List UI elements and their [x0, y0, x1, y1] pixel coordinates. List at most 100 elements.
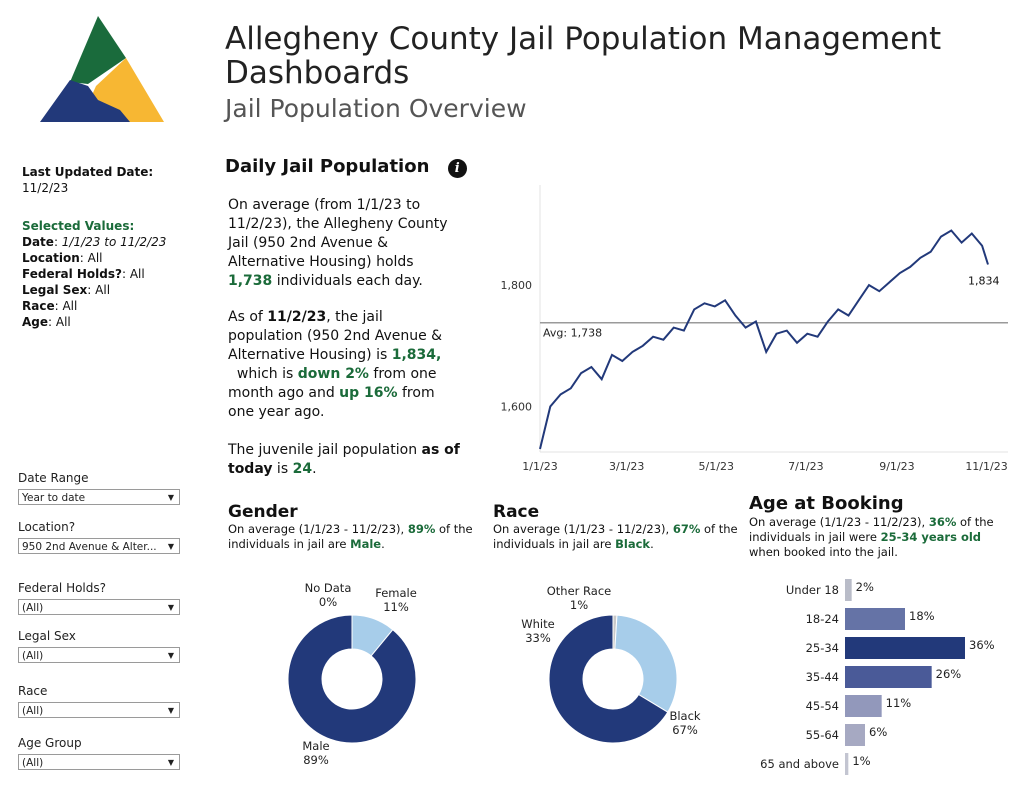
age-category-label: 35-44 [806, 670, 839, 684]
race-select[interactable]: (All) ▼ [18, 702, 180, 718]
age-bar-chart: Under 18 2% 18-24 18% 25-34 36% 35-44 26% 45-54 1… [760, 579, 995, 775]
filter-location: Location? 950 2nd Avenue & Alter... ▼ [18, 520, 180, 554]
current-value: 1,834, [391, 347, 442, 363]
age-category-label: 55-64 [806, 728, 839, 742]
race-donut-chart: Other Race 1% White 33% Black 67% [521, 584, 701, 744]
select-value: Year to date [22, 492, 86, 504]
page-title: Allegheny County Jail Population Managem… [225, 21, 942, 91]
y-tick-label: 1,800 [501, 279, 533, 292]
federal-holds-select[interactable]: (All) ▼ [18, 599, 180, 615]
filter-label: Date Range [18, 471, 89, 485]
text: On average (1/1/23 - 11/2/23), [493, 522, 673, 536]
location-value: All [87, 251, 103, 265]
age-description: On average (1/1/23 - 11/2/23), 36% of th… [749, 515, 999, 560]
location-select[interactable]: 950 2nd Avenue & Alter... ▼ [18, 538, 180, 554]
text: , the jail population (950 2nd Avenue & … [228, 309, 443, 363]
age-category-label: 45-54 [806, 699, 839, 713]
age-bar[interactable] [845, 753, 849, 775]
select-value: (All) [22, 705, 44, 717]
race-value: Black [615, 537, 651, 551]
text: . [312, 461, 317, 477]
text: of the individuals in jail are [493, 522, 738, 551]
age-category-label: 25-34 [806, 641, 839, 655]
x-tick-label: 3/1/23 [609, 460, 644, 473]
donut-slice-white[interactable] [614, 614, 678, 713]
age-bar[interactable] [845, 724, 865, 746]
text: of the individuals in jail were [749, 515, 994, 544]
page-subtitle: Jail Population Overview [225, 94, 527, 123]
filter-label: Age Group [18, 736, 82, 750]
age-bar[interactable] [845, 637, 965, 659]
age-bar[interactable] [845, 608, 905, 630]
info-icon[interactable]: i [447, 159, 467, 178]
text: On average (1/1/23 - 11/2/23), [749, 515, 929, 529]
x-tick-label: 9/1/23 [879, 460, 914, 473]
male-pct: 89% [303, 753, 329, 767]
age-bar[interactable] [845, 666, 932, 688]
as-of-date: 11/2/23 [267, 309, 327, 325]
other-race-pct: 1% [570, 598, 588, 612]
juvenile-value: 24 [292, 461, 313, 477]
daily-paragraph-2: As of 11/2/23, the jail population (950 … [228, 308, 460, 422]
x-tick-label: 11/1/23 [965, 460, 1007, 473]
date-range-select[interactable]: Year to date ▼ [18, 489, 180, 505]
dropdown-arrow-icon: ▼ [167, 706, 174, 715]
daily-paragraph-1: On average (from 1/1/23 to 11/2/23), the… [228, 196, 460, 291]
text: . [650, 537, 654, 551]
text: . [381, 537, 385, 551]
filter-label: Location? [18, 520, 76, 534]
x-tick-label: 5/1/23 [699, 460, 734, 473]
legal-sex-select[interactable]: (All) ▼ [18, 647, 180, 663]
date-value: 1/1/23 to 11/2/23 [61, 235, 167, 249]
gender-pct: 89% [407, 522, 436, 536]
text: individuals each day. [272, 273, 423, 289]
age-category-label: Under 18 [786, 583, 839, 597]
sex-label: Legal Sex [22, 283, 88, 297]
age-bar[interactable] [845, 695, 882, 717]
selected-values-label: Selected Values: [22, 219, 135, 233]
black-pct: 67% [672, 723, 698, 737]
gender-donut-chart: No Data 0% Female 11% Male 89% [287, 581, 417, 767]
daily-paragraph-3: The juvenile jail population as of today… [228, 441, 460, 479]
male-label: Male [302, 739, 329, 753]
average-label: Avg: 1,738 [543, 327, 602, 340]
last-updated-value: 11/2/23 [22, 181, 69, 195]
female-pct: 11% [383, 600, 409, 614]
donut-slice-black[interactable] [548, 614, 669, 744]
age-category-label: 18-24 [806, 612, 839, 626]
sex-value: All [95, 283, 111, 297]
age-value: All [55, 315, 71, 329]
filter-federal-holds: Federal Holds? (All) ▼ [18, 581, 180, 615]
federal-label: Federal Holds? [22, 267, 122, 281]
age-pct: 36% [928, 515, 957, 529]
gender-description: On average (1/1/23 - 11/2/23), 89% of th… [228, 522, 478, 552]
month-change: down 2% [297, 366, 369, 382]
white-pct: 33% [525, 631, 551, 645]
text: from one month ago and [228, 366, 437, 401]
daily-heading-text: Daily Jail Population [225, 156, 430, 177]
age-group-select[interactable]: (All) ▼ [18, 754, 180, 770]
donut-slice-male[interactable] [287, 614, 417, 744]
age-value-label: 6% [869, 725, 887, 739]
filter-label: Race [18, 684, 48, 698]
end-value-label: 1,834 [968, 274, 1000, 287]
age-bar[interactable] [845, 579, 852, 601]
age-value-label: 11% [886, 696, 912, 710]
avg-value: 1,738 [228, 273, 273, 289]
metadata-panel: Last Updated Date: 11/2/23 Selected Valu… [22, 164, 182, 330]
text: On average (from 1/1/23 to 11/2/23), the… [228, 197, 448, 270]
x-tick-label: 1/1/23 [522, 460, 557, 473]
last-updated-label: Last Updated Date: [22, 165, 154, 179]
text: from one year ago. [228, 385, 435, 420]
y-tick-label: 1,600 [501, 400, 533, 413]
filter-age-group: Age Group (All) ▼ [18, 736, 180, 770]
date-label: Date [22, 235, 54, 249]
age-value-label: 2% [856, 580, 874, 594]
race-label: Race [22, 299, 55, 313]
federal-value: All [129, 267, 145, 281]
text: which is [228, 366, 298, 382]
white-label: White [521, 617, 554, 631]
select-value: (All) [22, 602, 44, 614]
text: is [272, 461, 293, 477]
filter-race: Race (All) ▼ [18, 684, 180, 718]
